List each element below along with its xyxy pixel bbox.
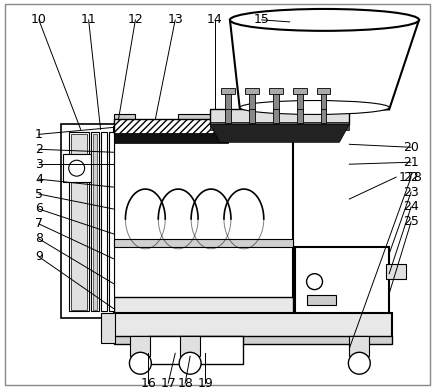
Bar [92, 135, 96, 310]
Bar [244, 88, 258, 93]
Bar [108, 133, 113, 312]
Bar [248, 109, 254, 124]
Text: 8: 8 [35, 232, 43, 245]
Bar [224, 91, 230, 111]
Bar [113, 336, 391, 344]
Text: 178: 178 [398, 170, 422, 184]
Bar [113, 239, 292, 247]
Bar [385, 264, 405, 279]
Bar [210, 122, 349, 130]
Text: 13: 13 [167, 13, 183, 27]
Bar [306, 294, 335, 305]
Text: 25: 25 [402, 215, 418, 228]
Bar [294, 247, 388, 321]
Bar [148, 336, 242, 364]
Polygon shape [210, 124, 349, 142]
Bar [90, 133, 99, 312]
Text: 2: 2 [35, 143, 43, 156]
Circle shape [306, 274, 322, 290]
Bar [113, 133, 227, 143]
Text: 14: 14 [207, 13, 222, 27]
Text: 7: 7 [35, 217, 43, 230]
Bar [296, 109, 302, 124]
Ellipse shape [239, 100, 388, 115]
Bar [320, 91, 326, 111]
Circle shape [69, 160, 85, 176]
Bar [316, 88, 330, 93]
Text: 12: 12 [127, 13, 143, 27]
Text: 15: 15 [253, 13, 269, 27]
Bar [113, 314, 391, 338]
Circle shape [348, 352, 369, 374]
Bar [210, 109, 349, 124]
Text: 21: 21 [402, 156, 418, 169]
Text: 24: 24 [402, 201, 418, 213]
Text: 3: 3 [35, 158, 43, 171]
Bar [292, 88, 306, 93]
Bar [248, 91, 254, 111]
Bar [178, 115, 227, 124]
Text: 5: 5 [35, 188, 43, 201]
Text: 18: 18 [177, 377, 193, 390]
Bar [113, 119, 227, 135]
Text: 1: 1 [35, 128, 43, 141]
Bar [220, 88, 234, 93]
Bar [71, 135, 86, 310]
Text: 11: 11 [81, 13, 96, 27]
Text: 10: 10 [31, 13, 47, 27]
Bar [272, 109, 278, 124]
Text: 22: 22 [402, 170, 418, 184]
Bar [62, 154, 90, 182]
Text: 17: 17 [160, 377, 176, 390]
Bar [100, 314, 115, 343]
Circle shape [129, 352, 151, 374]
Text: 4: 4 [35, 173, 43, 186]
Bar [272, 91, 278, 111]
Text: 23: 23 [402, 186, 418, 199]
Ellipse shape [230, 9, 418, 31]
Text: 16: 16 [140, 377, 156, 390]
Bar [224, 109, 230, 124]
Bar [180, 336, 200, 356]
Polygon shape [230, 20, 418, 109]
Bar [100, 133, 106, 312]
Bar [113, 296, 292, 316]
Bar [113, 127, 292, 316]
Bar [130, 336, 150, 356]
Bar [268, 88, 282, 93]
Bar [61, 124, 115, 318]
Bar [349, 336, 368, 356]
Text: 19: 19 [197, 377, 213, 390]
Bar [113, 115, 135, 124]
Bar [69, 133, 89, 312]
Text: 6: 6 [35, 203, 43, 215]
Text: 20: 20 [402, 141, 418, 154]
Text: 9: 9 [35, 250, 43, 263]
Circle shape [179, 352, 201, 374]
Bar [320, 109, 326, 124]
Bar [296, 91, 302, 111]
